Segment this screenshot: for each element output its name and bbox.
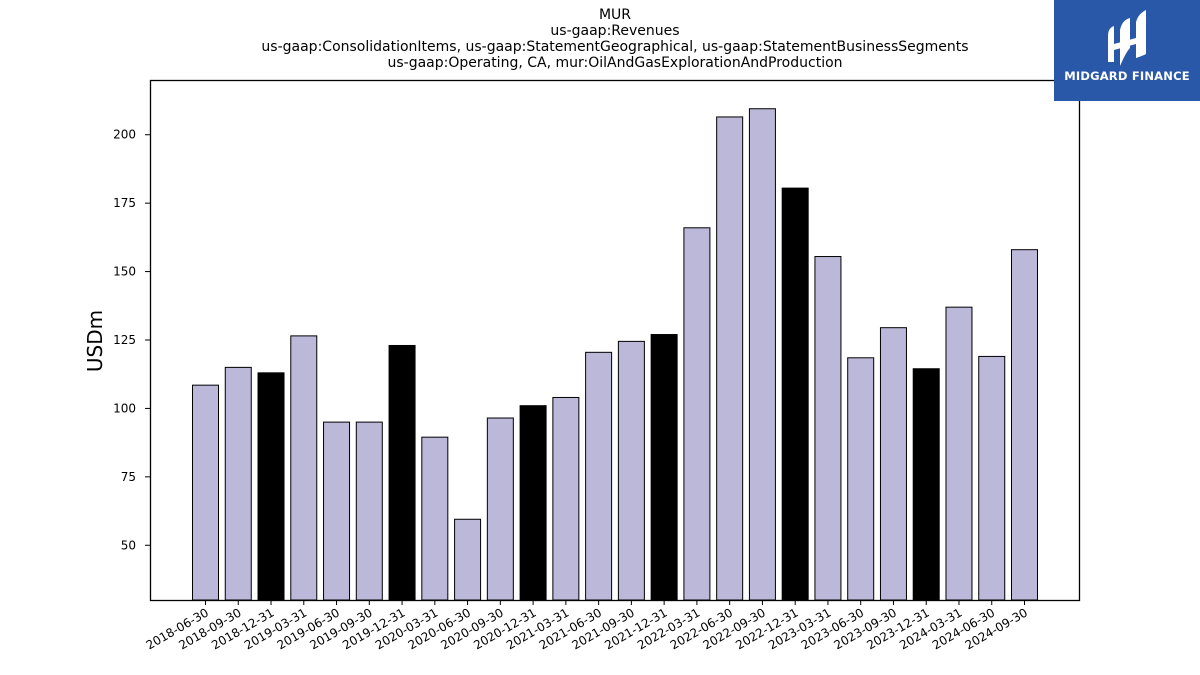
- bar-2018-06-30: [192, 384, 219, 601]
- y-tick-label-100: 100: [113, 401, 136, 415]
- y-tick-label-125: 125: [113, 333, 136, 347]
- y-tick-label-200: 200: [113, 128, 136, 142]
- bar-2019-12-31: [388, 344, 416, 601]
- plot-frame: [149, 79, 1081, 602]
- bar-2019-06-30: [323, 421, 351, 601]
- bar-2023-06-30: [847, 357, 875, 601]
- y-tick-label-175: 175: [113, 196, 136, 210]
- brand-name: MIDGARD FINANCE: [1064, 69, 1190, 83]
- bar-2020-09-30: [486, 417, 514, 601]
- bar-2019-03-31: [290, 335, 318, 601]
- y-tick-label-150: 150: [113, 265, 136, 279]
- bar-2023-03-31: [814, 256, 842, 601]
- bar-2022-09-30: [748, 108, 776, 601]
- bar-2021-12-31: [650, 334, 678, 601]
- bar-2021-06-30: [585, 351, 613, 601]
- bar-2023-12-31: [912, 368, 940, 601]
- y-tick-label-75: 75: [121, 470, 136, 484]
- title-line-axes: us-gaap:ConsolidationItems, us-gaap:Stat…: [261, 39, 969, 55]
- bar-2022-06-30: [716, 116, 744, 601]
- y-tick-label-50: 50: [121, 538, 136, 552]
- chart-title: MUR us-gaap:Revenues us-gaap:Consolidati…: [150, 7, 1080, 71]
- bar-2021-09-30: [617, 340, 645, 601]
- bar-2020-12-31: [519, 405, 547, 601]
- title-line-members: us-gaap:Operating, CA, mur:OilAndGasExpl…: [387, 55, 843, 71]
- bar-2024-03-31: [945, 306, 973, 601]
- bar-2018-12-31: [257, 372, 285, 601]
- brand-logo: MIDGARD FINANCE: [1054, 0, 1200, 101]
- bar-2018-09-30: [224, 366, 252, 601]
- x-axis: 2018-06-302018-09-302018-12-312019-03-31…: [144, 600, 1030, 652]
- bar-2021-03-31: [552, 396, 580, 601]
- bar-2019-09-30: [355, 421, 383, 601]
- y-axis: 50 75 100 125 150 175 200: [113, 128, 150, 552]
- y-axis-label: USDm: [83, 310, 107, 372]
- bar-2020-03-31: [421, 436, 449, 601]
- bar-2022-03-31: [683, 227, 711, 601]
- title-line-concept: us-gaap:Revenues: [550, 23, 680, 39]
- bar-2020-06-30: [454, 518, 482, 601]
- bar-2022-12-31: [781, 187, 809, 601]
- bars-group: [192, 108, 1038, 601]
- bar-2024-09-30: [1011, 249, 1038, 601]
- midgard-logo-icon: [1108, 10, 1146, 66]
- bar-2024-06-30: [978, 355, 1006, 601]
- bar-2023-09-30: [879, 327, 907, 601]
- title-line-ticker: MUR: [598, 7, 632, 23]
